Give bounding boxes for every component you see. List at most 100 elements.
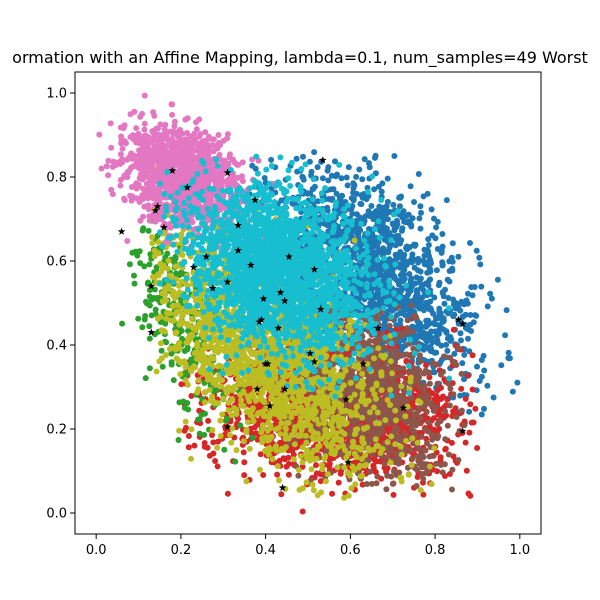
data-point <box>407 183 414 190</box>
data-point <box>181 427 188 434</box>
data-point <box>411 242 418 249</box>
data-point <box>381 363 388 370</box>
data-point <box>185 444 192 451</box>
data-point <box>431 445 438 452</box>
data-point <box>425 419 432 426</box>
data-point <box>209 427 216 434</box>
data-point <box>205 417 212 424</box>
data-point <box>386 230 393 236</box>
data-point <box>154 295 161 301</box>
data-point <box>467 312 474 318</box>
data-point <box>314 164 321 171</box>
data-points <box>96 92 521 515</box>
data-point <box>398 343 405 350</box>
data-point <box>404 317 411 324</box>
data-point <box>469 292 476 299</box>
data-point <box>145 279 152 286</box>
data-point <box>469 352 476 359</box>
data-point <box>430 360 437 367</box>
data-point <box>397 264 404 271</box>
data-point <box>217 417 224 424</box>
data-point <box>240 449 247 456</box>
data-point <box>409 251 416 258</box>
data-point <box>443 197 450 204</box>
data-point <box>435 327 442 334</box>
data-point <box>368 300 375 307</box>
data-point <box>409 297 416 304</box>
data-point <box>471 284 478 290</box>
data-point <box>142 375 149 382</box>
data-point <box>461 301 468 308</box>
data-point <box>334 464 341 471</box>
data-point <box>481 367 488 374</box>
data-point <box>458 370 465 377</box>
data-point <box>411 199 417 205</box>
data-point <box>433 460 439 467</box>
data-point <box>335 479 342 486</box>
data-point <box>421 447 428 454</box>
data-point <box>382 273 389 280</box>
data-point <box>415 171 422 177</box>
data-point <box>429 232 436 239</box>
data-point <box>373 458 380 465</box>
data-point <box>325 177 332 184</box>
data-point <box>368 377 374 384</box>
data-point <box>142 313 149 319</box>
data-point <box>430 310 437 317</box>
data-point <box>397 317 404 324</box>
data-point <box>473 247 480 254</box>
data-point <box>434 380 441 387</box>
chart-title: ormation with an Affine Mapping, lambda=… <box>12 48 588 68</box>
data-point <box>424 252 431 259</box>
data-point <box>439 261 446 268</box>
data-point <box>232 458 239 465</box>
data-point <box>462 395 469 402</box>
data-point <box>283 463 290 470</box>
data-point <box>434 421 441 428</box>
data-point <box>466 429 473 436</box>
data-point <box>422 367 429 374</box>
data-point <box>295 472 302 479</box>
data-point <box>420 307 427 314</box>
data-point <box>462 311 469 318</box>
data-point <box>418 209 424 216</box>
data-point <box>442 408 448 415</box>
data-point <box>245 419 251 426</box>
data-point <box>503 307 510 314</box>
data-point <box>206 452 213 459</box>
data-point <box>448 254 455 261</box>
data-point <box>351 391 358 398</box>
data-point <box>413 314 420 321</box>
data-point <box>145 227 152 234</box>
data-point <box>477 261 484 268</box>
data-point <box>438 247 445 254</box>
data-point <box>360 339 367 346</box>
data-point <box>409 423 416 430</box>
data-point <box>436 279 443 286</box>
data-point <box>249 434 256 441</box>
data-point <box>159 298 166 305</box>
data-point <box>403 397 410 404</box>
data-point <box>398 372 405 379</box>
data-point <box>353 211 360 218</box>
data-point <box>252 165 259 172</box>
data-point <box>450 391 457 398</box>
data-point <box>383 454 390 461</box>
data-point <box>369 241 376 248</box>
data-point <box>162 320 169 327</box>
data-point <box>431 321 438 328</box>
data-point <box>388 473 395 480</box>
data-point <box>384 198 391 205</box>
data-point <box>119 320 126 327</box>
data-point <box>158 347 165 354</box>
data-point <box>379 402 386 409</box>
data-point <box>436 425 443 432</box>
data-point <box>237 422 244 429</box>
data-point <box>276 457 283 464</box>
data-point <box>426 453 433 460</box>
data-point <box>466 408 473 415</box>
data-point <box>251 424 258 431</box>
data-point <box>393 424 400 431</box>
data-point <box>458 407 465 414</box>
data-point <box>423 247 430 254</box>
